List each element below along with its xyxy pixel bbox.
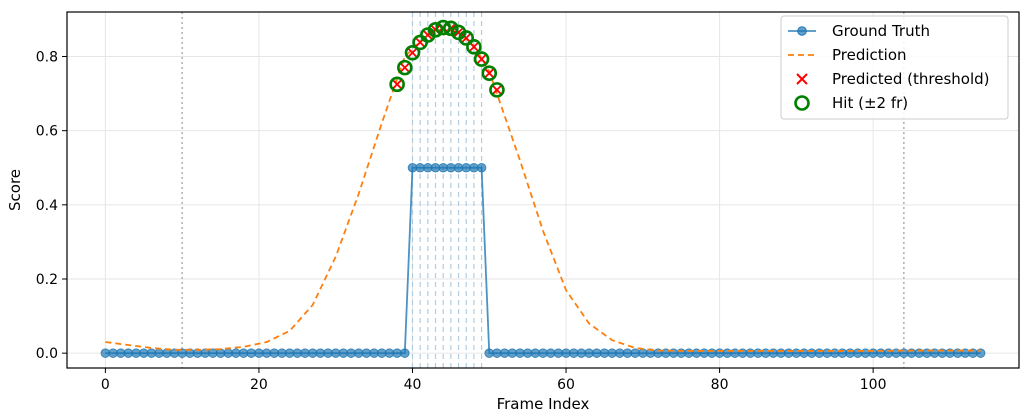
predicted-marker <box>476 54 487 64</box>
hit-marker <box>427 21 444 38</box>
predicted-marker <box>400 62 410 73</box>
legend-label: Ground Truth <box>832 22 930 40</box>
hit-marker <box>473 51 490 67</box>
y-axis-label: Score <box>6 169 24 211</box>
x-tick-label: 20 <box>250 377 268 393</box>
legend-label: Hit (±2 fr) <box>832 94 908 112</box>
predicted-marker <box>392 79 402 89</box>
hit-marker <box>397 59 413 76</box>
hit-marker <box>389 76 405 93</box>
y-tick-label: 0.8 <box>36 50 58 66</box>
x-tick-label: 100 <box>860 377 887 393</box>
hit-marker <box>404 44 421 61</box>
x-tick-label: 60 <box>557 377 575 393</box>
predicted-marker <box>407 48 418 58</box>
predicted-marker <box>484 68 494 78</box>
legend-box <box>780 15 1009 120</box>
x-tick-label: 40 <box>404 377 422 393</box>
legend-hit-swatch <box>794 95 810 111</box>
legend: Ground Truth Prediction Predicted (thresho… <box>780 15 1009 120</box>
hit-marker <box>443 20 459 37</box>
vertical-markers <box>181 12 905 368</box>
predicted-marker <box>492 85 502 95</box>
hit-marker <box>458 30 475 46</box>
predicted-marker <box>469 42 479 52</box>
x-tick-label: 0 <box>101 377 110 393</box>
prediction-line <box>105 27 981 352</box>
ground-truth-point <box>400 348 410 358</box>
y-tick-label: 0.0 <box>36 346 58 362</box>
series-layer <box>100 19 986 358</box>
ticks: 0 20 40 60 80 100 0.0 0.2 0.4 0.6 0.8 <box>36 50 887 394</box>
hit-marker <box>489 82 505 98</box>
plot-frame <box>66 11 1020 369</box>
x-tick-label: 80 <box>711 377 729 393</box>
y-tick-label: 0.4 <box>36 198 58 214</box>
legend-ground-truth-marker <box>797 26 807 36</box>
hit-marker <box>435 19 451 36</box>
hit-marker <box>466 39 482 55</box>
ground-truth-point <box>476 162 487 173</box>
legend-predicted-swatch <box>796 73 808 85</box>
x-axis-label: Frame Index <box>497 395 590 413</box>
legend-label: Predicted (threshold) <box>832 70 990 88</box>
legend-label: Prediction <box>832 46 907 64</box>
hit-marker <box>481 65 498 81</box>
y-tick-label: 0.6 <box>36 124 58 140</box>
y-tick-label: 0.2 <box>36 272 58 288</box>
